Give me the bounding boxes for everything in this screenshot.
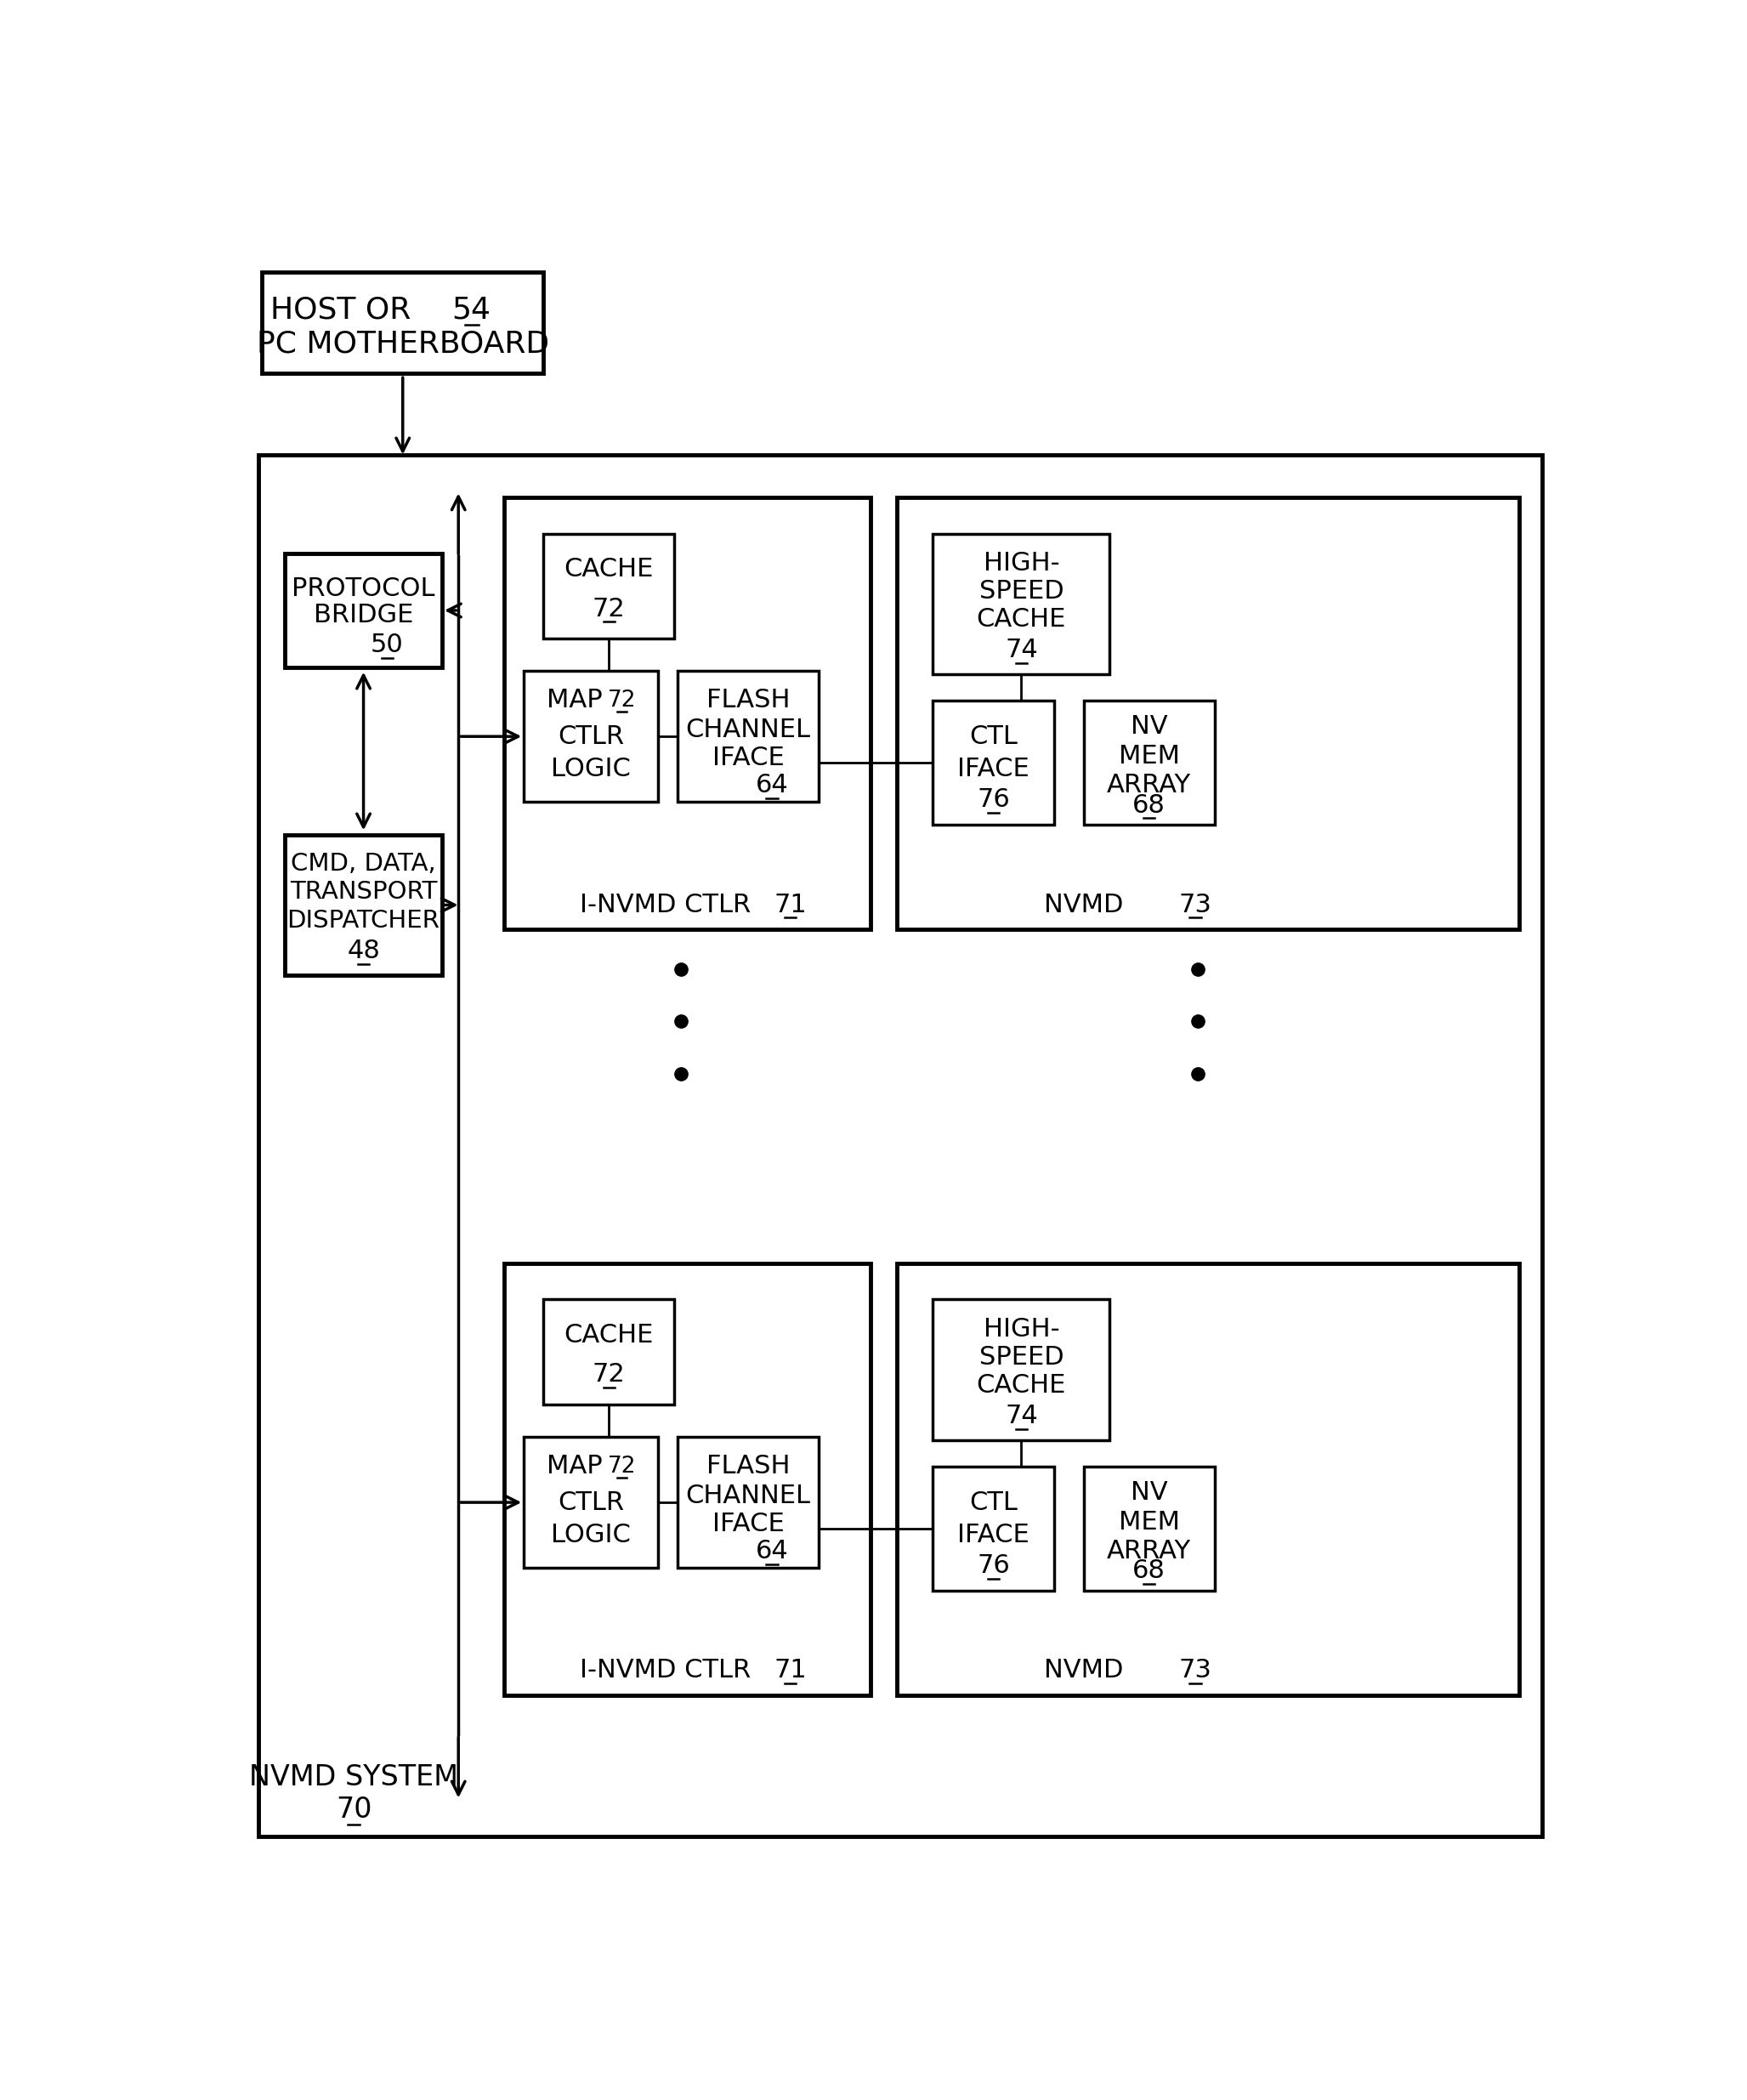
Text: 72: 72 — [592, 1363, 625, 1388]
Bar — [678, 672, 818, 802]
Text: 72: 72 — [608, 1455, 636, 1478]
Text: MEM: MEM — [1118, 1510, 1179, 1535]
Text: CACHE: CACHE — [977, 1373, 1066, 1397]
Text: BRIDGE: BRIDGE — [314, 603, 414, 628]
Text: CACHE: CACHE — [564, 557, 653, 582]
Text: CTL: CTL — [970, 724, 1019, 750]
Bar — [524, 1436, 659, 1569]
Text: 72: 72 — [592, 596, 625, 622]
Text: NV: NV — [1130, 714, 1167, 739]
Text: HIGH-: HIGH- — [984, 1317, 1059, 1342]
Text: ARRAY: ARRAY — [1108, 1539, 1191, 1565]
Text: CACHE: CACHE — [977, 607, 1066, 632]
Text: 50: 50 — [370, 632, 404, 657]
Text: NVMD: NVMD — [1045, 1659, 1123, 1682]
Text: SPEED: SPEED — [978, 1344, 1064, 1369]
Text: PROTOCOL: PROTOCOL — [292, 578, 435, 601]
Text: 71: 71 — [774, 1659, 807, 1682]
Text: MAP: MAP — [547, 689, 603, 712]
Text: HOST OR: HOST OR — [271, 296, 411, 323]
Text: IFACE: IFACE — [713, 746, 784, 771]
Bar — [524, 672, 659, 802]
Text: 74: 74 — [1005, 1403, 1038, 1428]
Text: I-NVMD CTLR: I-NVMD CTLR — [580, 1659, 751, 1682]
Bar — [678, 1436, 818, 1569]
Bar — [259, 456, 1543, 1835]
Text: 64: 64 — [755, 773, 788, 798]
Text: DISPATCHER: DISPATCHER — [287, 909, 440, 932]
Text: NVMD SYSTEM: NVMD SYSTEM — [250, 1764, 458, 1791]
Bar — [1083, 701, 1214, 825]
Text: CHANNEL: CHANNEL — [685, 718, 811, 741]
Text: HIGH-: HIGH- — [984, 550, 1059, 575]
Bar — [896, 1264, 1518, 1695]
Text: 64: 64 — [755, 1539, 788, 1565]
Text: MAP: MAP — [547, 1453, 603, 1478]
Text: 76: 76 — [977, 788, 1010, 813]
Text: LOGIC: LOGIC — [550, 756, 631, 781]
Text: PC MOTHERBOARD: PC MOTHERBOARD — [257, 330, 549, 359]
Bar — [1083, 1466, 1214, 1592]
Text: 54: 54 — [452, 296, 491, 323]
Bar — [262, 271, 543, 374]
Bar — [505, 1264, 870, 1695]
Bar — [896, 498, 1518, 930]
Text: CTL: CTL — [970, 1491, 1019, 1514]
Text: I-NVMD CTLR: I-NVMD CTLR — [580, 892, 751, 918]
Text: 71: 71 — [774, 892, 807, 918]
Text: IFACE: IFACE — [957, 756, 1029, 781]
Text: 68: 68 — [1132, 794, 1165, 817]
Text: CACHE: CACHE — [564, 1323, 653, 1348]
Text: TRANSPORT: TRANSPORT — [290, 880, 437, 905]
Bar — [933, 701, 1053, 825]
Text: 70: 70 — [335, 1796, 372, 1825]
Bar — [933, 1300, 1109, 1441]
Text: 72: 72 — [608, 689, 636, 712]
Bar — [543, 1300, 674, 1405]
Text: CTLR: CTLR — [557, 724, 624, 750]
Bar — [543, 533, 674, 638]
Text: IFACE: IFACE — [957, 1522, 1029, 1548]
Text: LOGIC: LOGIC — [550, 1522, 631, 1548]
Text: 74: 74 — [1005, 638, 1038, 662]
Text: 73: 73 — [1179, 892, 1212, 918]
Bar — [285, 552, 442, 668]
Text: FLASH: FLASH — [706, 689, 790, 712]
Text: CMD, DATA,: CMD, DATA, — [292, 853, 437, 876]
Text: 73: 73 — [1179, 1659, 1212, 1682]
Text: NV: NV — [1130, 1480, 1167, 1506]
Text: MEM: MEM — [1118, 743, 1179, 769]
Bar — [933, 1466, 1053, 1592]
Text: SPEED: SPEED — [978, 580, 1064, 603]
Text: 76: 76 — [977, 1554, 1010, 1579]
Bar — [285, 834, 442, 974]
Text: CTLR: CTLR — [557, 1491, 624, 1514]
Text: ARRAY: ARRAY — [1108, 773, 1191, 798]
Text: IFACE: IFACE — [713, 1512, 784, 1537]
Text: 68: 68 — [1132, 1558, 1165, 1583]
Text: NVMD: NVMD — [1045, 892, 1123, 918]
Bar — [933, 533, 1109, 674]
Text: 48: 48 — [348, 939, 381, 964]
Bar — [505, 498, 870, 930]
Text: CHANNEL: CHANNEL — [685, 1483, 811, 1508]
Text: FLASH: FLASH — [706, 1453, 790, 1478]
